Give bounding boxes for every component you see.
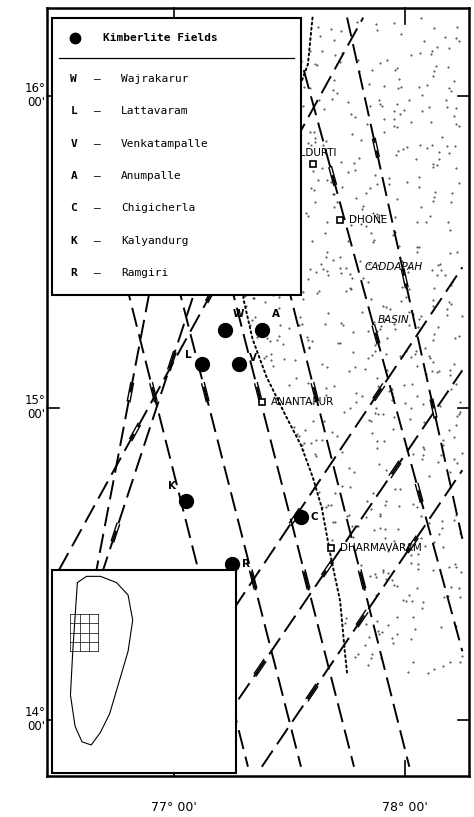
Text: Anumpalle: Anumpalle xyxy=(121,171,182,181)
Text: –: – xyxy=(93,171,100,181)
Text: Kalyandurg: Kalyandurg xyxy=(121,235,189,246)
Text: W: W xyxy=(71,74,77,84)
Text: Wajrakarur: Wajrakarur xyxy=(121,74,189,84)
Text: ANANTAPUR: ANANTAPUR xyxy=(271,396,334,407)
Text: Venkatampalle: Venkatampalle xyxy=(121,139,209,149)
Text: Chigicherla: Chigicherla xyxy=(121,203,195,213)
Text: –: – xyxy=(93,203,100,213)
Text: R: R xyxy=(242,559,250,569)
Text: A: A xyxy=(71,171,77,181)
Bar xyxy=(52,570,237,773)
Text: 78° 00': 78° 00' xyxy=(382,801,428,814)
Text: 16°
00': 16° 00' xyxy=(25,82,46,109)
Text: V: V xyxy=(71,139,77,149)
Text: –: – xyxy=(93,74,100,84)
Text: Ramgiri: Ramgiri xyxy=(121,268,168,278)
Text: 14°
00': 14° 00' xyxy=(25,707,46,734)
Text: R: R xyxy=(71,268,77,278)
Text: –: – xyxy=(93,106,100,116)
Text: CADDAPAH: CADDAPAH xyxy=(364,262,422,272)
Text: BASIN: BASIN xyxy=(377,315,409,325)
Text: –: – xyxy=(93,235,100,246)
Text: W: W xyxy=(233,309,245,319)
Text: C: C xyxy=(311,512,319,522)
Text: K: K xyxy=(71,235,77,246)
Text: GUNTAKAL: GUNTAKAL xyxy=(121,284,176,294)
Text: DHARMAVARAM: DHARMAVARAM xyxy=(340,543,422,553)
Text: Lattavaram: Lattavaram xyxy=(121,106,189,116)
Text: Kimberlite Fields: Kimberlite Fields xyxy=(103,33,218,42)
Text: L: L xyxy=(185,350,191,359)
Text: 15°
00': 15° 00' xyxy=(25,395,46,422)
Text: A: A xyxy=(272,309,280,319)
Text: C: C xyxy=(71,203,77,213)
Text: –: – xyxy=(93,139,100,149)
Bar xyxy=(52,17,301,296)
Text: V: V xyxy=(248,353,256,363)
Text: 77° 00': 77° 00' xyxy=(151,801,197,814)
Text: K: K xyxy=(168,481,176,491)
Text: L: L xyxy=(71,106,77,116)
Text: VELDURTI: VELDURTI xyxy=(287,148,338,158)
Text: DHONE: DHONE xyxy=(349,216,388,225)
Text: –: – xyxy=(93,268,100,278)
